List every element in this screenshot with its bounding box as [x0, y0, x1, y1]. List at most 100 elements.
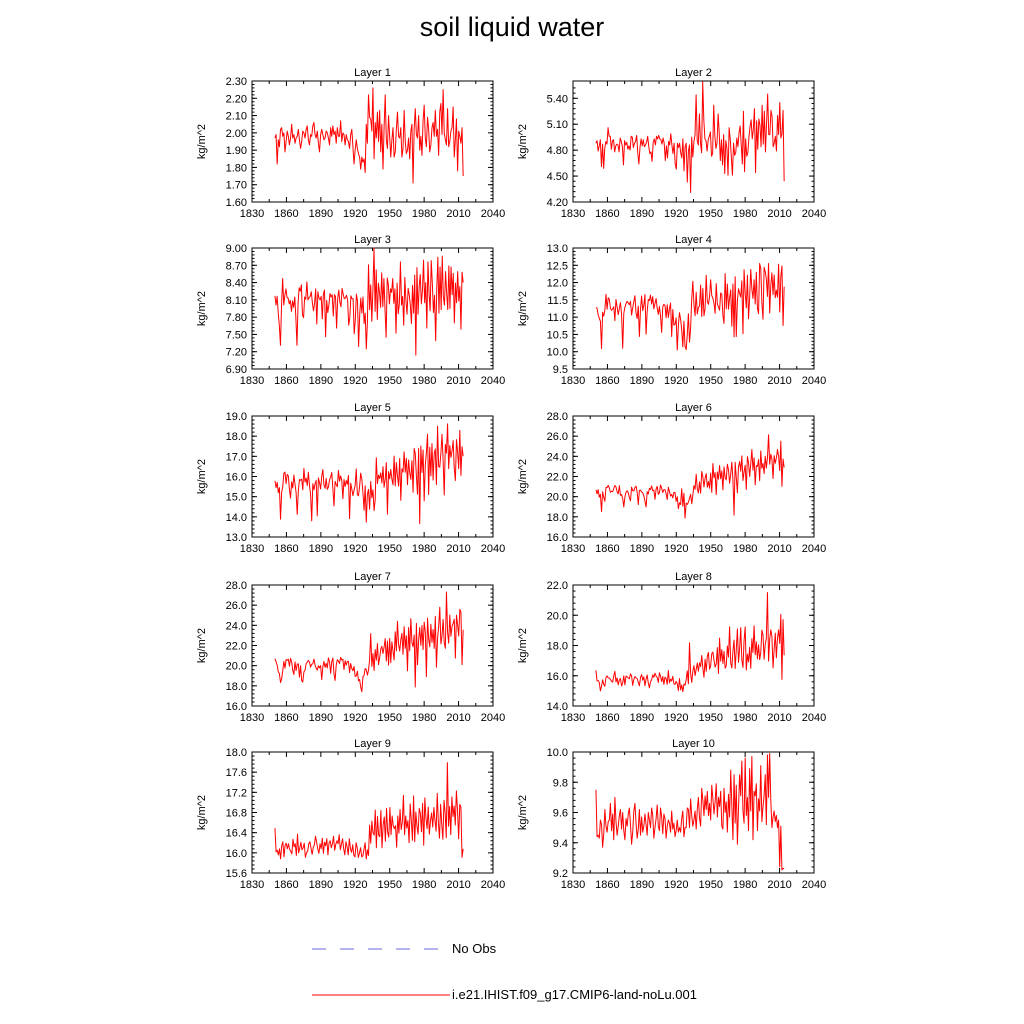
panel-title: Layer 5	[354, 402, 391, 414]
x-tick-label: 1980	[412, 375, 436, 387]
y-tick-label: 10.0	[547, 747, 568, 759]
y-tick-label: 26.0	[547, 431, 568, 443]
x-tick-label: 2010	[767, 712, 791, 724]
y-axis-label: kg/m^2	[517, 459, 529, 494]
y-tick-label: 8.40	[226, 278, 247, 290]
plot-frame	[572, 247, 815, 370]
series-line	[595, 434, 785, 519]
y-tick-label: 20.0	[547, 610, 568, 622]
x-tick-label: 2010	[446, 879, 470, 891]
x-tick-label: 1950	[698, 208, 722, 220]
y-tick-label: 13.0	[226, 532, 247, 544]
x-tick-label: 2010	[767, 208, 791, 220]
panel-title: Layer 8	[675, 571, 712, 583]
y-tick-label: 4.80	[547, 145, 568, 157]
panel-8: Layer 8 kg/m^2 1830 1860 1890 1920 1950 1980 201…	[517, 571, 826, 724]
x-tick-label: 1830	[240, 208, 264, 220]
panel-title: Layer 7	[354, 571, 391, 583]
y-tick-label: 16.0	[547, 532, 568, 544]
y-tick-label: 24.0	[226, 620, 247, 632]
x-tick-label: 1830	[561, 208, 585, 220]
y-axis-label: kg/m^2	[196, 124, 208, 159]
x-tick-label: 1830	[240, 879, 264, 891]
y-tick-label: 5.10	[547, 119, 568, 131]
series-line	[595, 592, 785, 693]
y-tick-label: 24.0	[547, 451, 568, 463]
x-tick-label: 1890	[309, 208, 333, 220]
x-tick-label: 1890	[630, 208, 654, 220]
y-tick-label: 4.50	[547, 171, 568, 183]
y-tick-label: 1.90	[226, 145, 247, 157]
y-tick-label: 1.70	[226, 180, 247, 192]
panel-2: Layer 2 kg/m^2 1830 1860 1890 1920 1950 1980 201…	[517, 67, 826, 220]
y-tick-label: 15.0	[226, 492, 247, 504]
x-tick-label: 1890	[309, 543, 333, 555]
series-line	[595, 753, 785, 871]
x-tick-label: 1980	[412, 879, 436, 891]
x-tick-label: 1950	[698, 879, 722, 891]
x-tick-label: 1860	[595, 543, 619, 555]
panel-10: Layer 10 kg/m^2 1830 1860 1890 1920 1950 1980 20…	[517, 738, 826, 891]
x-tick-label: 1920	[664, 712, 688, 724]
y-tick-label: 28.0	[547, 411, 568, 423]
y-tick-label: 11.5	[547, 295, 568, 307]
x-tick-label: 2010	[767, 375, 791, 387]
y-tick-label: 22.0	[226, 641, 247, 653]
x-tick-label: 2040	[802, 208, 826, 220]
x-tick-label: 1860	[595, 208, 619, 220]
series-line	[274, 591, 464, 693]
y-tick-label: 8.10	[226, 295, 247, 307]
y-tick-label: 18.0	[547, 512, 568, 524]
y-tick-label: 12.5	[547, 260, 568, 272]
x-tick-label: 1950	[698, 375, 722, 387]
y-tick-label: 1.80	[226, 162, 247, 174]
y-tick-label: 10.0	[547, 347, 568, 359]
x-tick-label: 1830	[240, 543, 264, 555]
y-axis-label: kg/m^2	[196, 628, 208, 663]
y-tick-label: 9.6	[553, 808, 568, 820]
y-tick-label: 17.6	[226, 767, 247, 779]
x-tick-label: 2040	[802, 712, 826, 724]
x-tick-label: 2010	[767, 879, 791, 891]
x-tick-label: 1860	[595, 712, 619, 724]
y-tick-label: 17.2	[226, 787, 247, 799]
y-tick-label: 22.0	[547, 472, 568, 484]
x-tick-label: 2040	[802, 543, 826, 555]
x-tick-label: 2010	[446, 712, 470, 724]
x-tick-label: 1830	[240, 375, 264, 387]
x-tick-label: 1890	[630, 375, 654, 387]
figure-title: soil liquid water	[419, 12, 605, 42]
x-tick-label: 2040	[802, 375, 826, 387]
panel-title: Layer 4	[675, 234, 712, 246]
panel-3: Layer 3 kg/m^2 1830 1860 1890 1920 1950 1980 201…	[196, 234, 505, 387]
y-axis-label: kg/m^2	[517, 795, 529, 830]
panel-title: Layer 3	[354, 234, 391, 246]
y-tick-label: 22.0	[547, 580, 568, 592]
x-tick-label: 1980	[733, 543, 757, 555]
y-tick-label: 16.0	[226, 701, 247, 713]
panel-7: Layer 7 kg/m^2 1830 1860 1890 1920 1950 1980 201…	[196, 571, 505, 724]
y-tick-label: 2.10	[226, 111, 247, 123]
y-tick-label: 16.0	[547, 671, 568, 683]
x-tick-label: 1920	[343, 208, 367, 220]
x-tick-label: 1830	[240, 712, 264, 724]
plot-frame	[251, 751, 494, 874]
y-axis-label: kg/m^2	[517, 628, 529, 663]
y-tick-label: 16.4	[226, 828, 247, 840]
series-line	[274, 423, 464, 525]
x-tick-label: 2010	[767, 543, 791, 555]
y-tick-label: 7.50	[226, 329, 247, 341]
x-tick-label: 2010	[446, 543, 470, 555]
series-line	[595, 263, 785, 351]
y-tick-label: 18.0	[547, 641, 568, 653]
panel-title: Layer 9	[354, 738, 391, 750]
plot-frame	[572, 415, 815, 538]
y-tick-label: 5.40	[547, 93, 568, 105]
x-tick-label: 1890	[309, 879, 333, 891]
x-tick-label: 1860	[595, 879, 619, 891]
x-tick-label: 1920	[343, 879, 367, 891]
x-tick-label: 1980	[733, 208, 757, 220]
y-tick-label: 16.8	[226, 808, 247, 820]
x-tick-label: 1860	[274, 712, 298, 724]
